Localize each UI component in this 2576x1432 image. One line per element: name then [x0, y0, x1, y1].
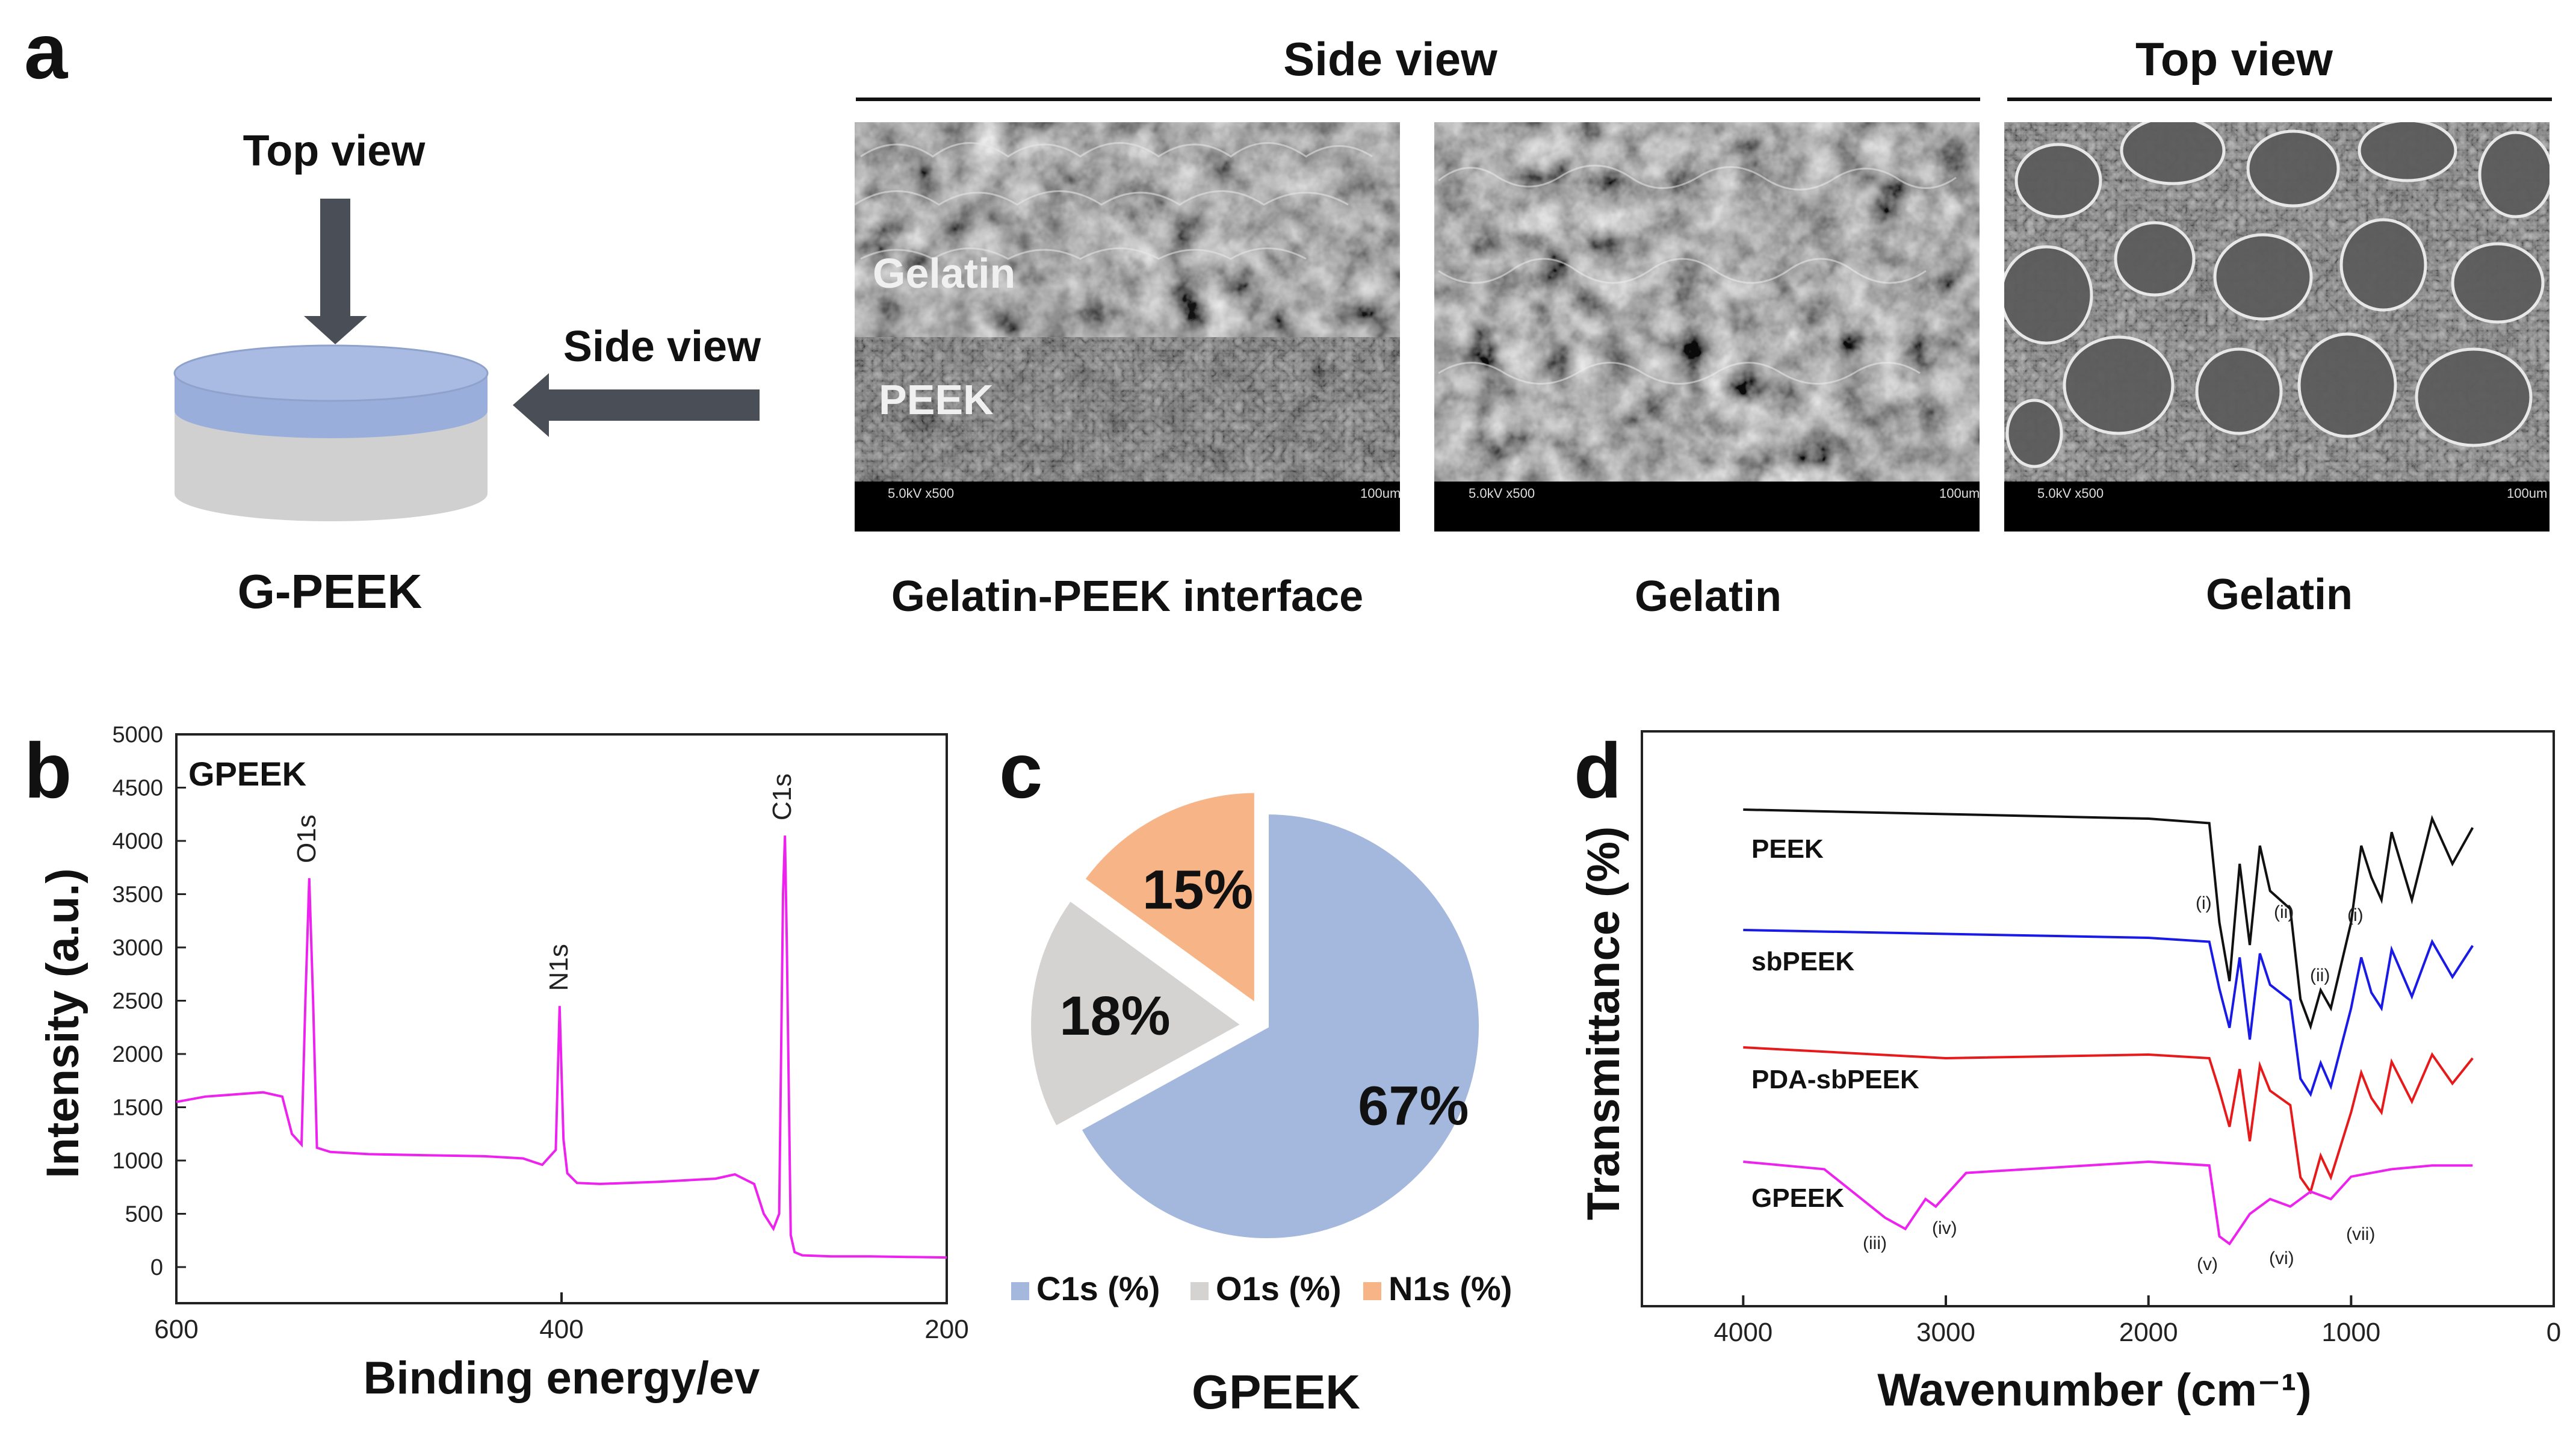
- disc-icon: [173, 344, 489, 521]
- element-composition-pie: 67% 18% 15% C1s (%) O1s (%) N1s (%) GPEEK: [1011, 789, 1512, 1419]
- legend-swatch: [1190, 1282, 1209, 1300]
- sem-info-1: 5.0kV x500: [888, 486, 954, 501]
- top-view-header: Top view: [2135, 33, 2333, 85]
- xps-y-tick-label: 4000: [112, 829, 163, 854]
- side-view-header: Side view: [1283, 33, 1497, 85]
- xps-y-tick-label: 4500: [112, 776, 163, 801]
- sem-scale-3: 100um: [2507, 486, 2547, 501]
- panel-b-letter: b: [24, 727, 72, 814]
- xps-peak-label-o1s: O1s: [292, 814, 321, 863]
- schematic-side-view-label: Side view: [563, 323, 761, 371]
- ftir-annotation: (i): [2196, 893, 2212, 913]
- xps-y-tick-label: 0: [150, 1255, 163, 1280]
- ftir-x-tick-label: 4000: [1714, 1318, 1773, 1347]
- ftir-series-label: PEEK: [1751, 834, 1824, 864]
- ftir-series-pda-sbpeek: [1743, 1046, 2474, 1195]
- g-peek-schematic: Top view Side view G-PEEK: [173, 127, 761, 618]
- ftir-series-label: sbPEEK: [1751, 947, 1854, 976]
- ftir-y-axis-label: Transmittance (%): [1578, 826, 1629, 1221]
- legend-label: N1s (%): [1389, 1269, 1512, 1307]
- ftir-series-label: PDA-sbPEEK: [1751, 1065, 1919, 1094]
- overlay-gelatin-label: Gelatin: [873, 250, 1015, 297]
- xps-x-tick-label: 600: [154, 1315, 198, 1344]
- xps-y-tick-label: 2000: [112, 1042, 163, 1067]
- ftir-chart: 4000 3000 2000 1000 0 PEEK sbPEEK PDA-sbPEEK GP…: [1578, 730, 2561, 1416]
- ftir-series-label: GPEEK: [1751, 1183, 1844, 1213]
- ftir-x-axis-label: Wavenumber (cm⁻¹): [1877, 1365, 2311, 1416]
- xps-y-tick-label: 5000: [112, 722, 163, 748]
- caption-gelatin-top: Gelatin: [2206, 571, 2353, 619]
- pie-slice-label: 67%: [1358, 1075, 1469, 1136]
- ftir-x-tick-label: 0: [2547, 1318, 2561, 1347]
- xps-peak-label-c1s: C1s: [767, 773, 797, 820]
- xps-x-axis-label: Binding energy/ev: [364, 1353, 760, 1404]
- caption-interface: Gelatin-PEEK interface: [891, 572, 1363, 621]
- ftir-x-tick-label: 1000: [2321, 1318, 2380, 1347]
- ftir-series-gpeek: [1743, 1160, 2473, 1246]
- panel-c-letter: c: [999, 727, 1042, 814]
- ftir-plot-frame: [1641, 730, 2555, 1307]
- legend-label: C1s (%): [1036, 1269, 1160, 1307]
- ftir-annotation: (vii): [2346, 1224, 2375, 1244]
- xps-survey-chart: 600 400 200 0 500 1000 1500 2000 2500 3000 3500 40…: [37, 722, 969, 1404]
- ftir-series-sbpeek: [1743, 929, 2474, 1097]
- ftir-x-tick-label: 2000: [2119, 1318, 2178, 1347]
- ftir-annotation: (ii): [2274, 902, 2294, 922]
- xps-x-tick-label: 400: [539, 1315, 583, 1344]
- xps-y-tick-label: 3000: [112, 935, 163, 961]
- xps-peak-label-n1s: N1s: [544, 944, 574, 991]
- legend-label: O1s (%): [1216, 1269, 1342, 1307]
- xps-y-tick-label: 1000: [112, 1148, 163, 1174]
- pie-slice-c1s: [1077, 810, 1482, 1242]
- pie-caption: GPEEK: [1192, 1365, 1360, 1419]
- pie-slice-label: 18%: [1059, 985, 1170, 1047]
- ftir-annotation: (iii): [1863, 1233, 1887, 1253]
- ftir-annotation: (i): [2347, 905, 2364, 925]
- g-peek-caption: G-PEEK: [238, 565, 423, 618]
- ftir-x-tick-label: 3000: [1916, 1318, 1975, 1347]
- pie-slice-n1s: [1080, 789, 1258, 1009]
- pie-slice-label: 15%: [1142, 860, 1253, 921]
- xps-spectrum-line: [176, 835, 947, 1259]
- xps-y-tick-label: 1500: [112, 1096, 163, 1121]
- overlay-peek-label: PEEK: [879, 376, 994, 423]
- legend-swatch: [1011, 1282, 1029, 1300]
- xps-y-tick-label: 2500: [112, 989, 163, 1014]
- panel-a-letter: a: [24, 7, 69, 95]
- caption-gelatin-side: Gelatin: [1635, 572, 1782, 621]
- sem-image-interface: [855, 122, 1400, 532]
- top-arrow-icon: [304, 199, 367, 344]
- sem-scale-1: 100um: [1360, 486, 1401, 501]
- xps-x-tick-label: 200: [924, 1315, 968, 1344]
- sem-info-3: 5.0kV x500: [2037, 486, 2104, 501]
- sem-image-gelatin-top: [2004, 122, 2550, 532]
- sem-image-gelatin-side: [1434, 122, 1980, 532]
- ftir-annotation: (vi): [2269, 1248, 2294, 1268]
- legend-swatch: [1363, 1282, 1381, 1300]
- side-arrow-icon: [513, 373, 760, 437]
- sem-scale-2: 100um: [1939, 486, 1980, 501]
- pie-slice-o1s: [1027, 896, 1246, 1130]
- ftir-annotation: (iv): [1932, 1218, 1957, 1238]
- ftir-annotation: (ii): [2310, 966, 2330, 985]
- ftir-annotation: (v): [2197, 1254, 2218, 1274]
- ftir-series-peek: [1743, 808, 2474, 1031]
- xps-y-axis-label: Intensity (a.u.): [37, 868, 88, 1178]
- sem-info-2: 5.0kV x500: [1469, 486, 1535, 501]
- xps-y-tick-label: 3500: [112, 882, 163, 908]
- schematic-top-view-label: Top view: [243, 127, 426, 175]
- xps-y-tick-label: 500: [125, 1202, 163, 1227]
- panel-d-letter: d: [1574, 727, 1621, 814]
- xps-sample-label: GPEEK: [188, 755, 306, 793]
